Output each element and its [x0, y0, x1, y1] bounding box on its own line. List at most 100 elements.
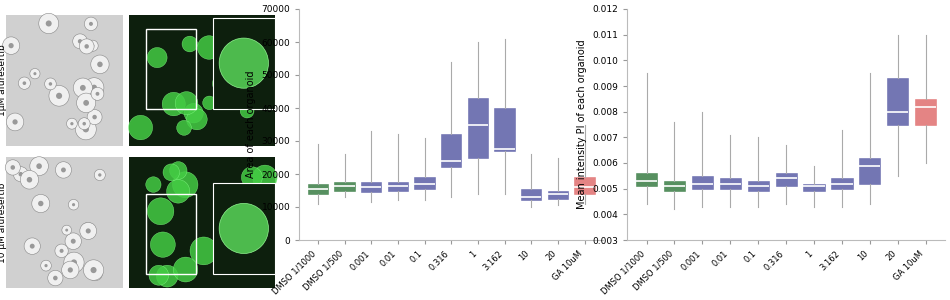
Circle shape [255, 215, 270, 230]
Circle shape [78, 39, 83, 43]
Circle shape [84, 100, 89, 106]
Circle shape [39, 13, 59, 34]
Bar [334, 182, 354, 190]
Circle shape [147, 198, 174, 225]
Circle shape [147, 47, 167, 68]
Circle shape [253, 165, 277, 190]
Circle shape [182, 36, 198, 52]
Circle shape [177, 120, 191, 135]
Circle shape [86, 227, 90, 231]
Circle shape [45, 264, 48, 267]
Circle shape [93, 271, 97, 275]
Circle shape [240, 104, 254, 118]
Circle shape [157, 265, 178, 287]
Bar [494, 108, 515, 151]
Circle shape [80, 222, 97, 239]
Circle shape [128, 115, 153, 140]
Bar [636, 173, 657, 186]
Circle shape [175, 92, 198, 115]
Circle shape [75, 118, 96, 140]
Bar [414, 177, 435, 189]
Circle shape [85, 44, 89, 49]
Circle shape [85, 17, 98, 31]
Y-axis label: Area of each organoid: Area of each organoid [246, 71, 256, 178]
Bar [388, 182, 408, 190]
Circle shape [213, 73, 235, 94]
Circle shape [61, 167, 66, 172]
Circle shape [67, 267, 73, 273]
Circle shape [55, 162, 71, 178]
Circle shape [79, 39, 94, 54]
Circle shape [83, 126, 89, 132]
Circle shape [68, 200, 79, 210]
Circle shape [48, 82, 52, 86]
Circle shape [71, 260, 77, 266]
Circle shape [241, 167, 262, 188]
Circle shape [91, 87, 104, 100]
Circle shape [190, 237, 218, 265]
Circle shape [163, 164, 180, 181]
Bar [213, 17, 275, 109]
Circle shape [173, 172, 198, 198]
Circle shape [83, 122, 86, 125]
Bar [308, 184, 328, 194]
Circle shape [45, 78, 56, 90]
Circle shape [23, 81, 27, 85]
Circle shape [96, 92, 100, 96]
Circle shape [73, 78, 92, 98]
Circle shape [71, 239, 76, 244]
Circle shape [91, 44, 94, 47]
Circle shape [46, 20, 51, 26]
Bar [129, 157, 275, 288]
Circle shape [198, 36, 220, 59]
Circle shape [48, 270, 63, 286]
Bar [522, 189, 542, 200]
Bar [6, 157, 124, 288]
Bar [887, 78, 908, 124]
Circle shape [166, 180, 190, 203]
Circle shape [84, 260, 104, 280]
Circle shape [38, 201, 44, 206]
Text: 1μM afuresertib: 1μM afuresertib [0, 44, 8, 116]
Circle shape [18, 77, 30, 89]
Circle shape [225, 54, 246, 76]
Circle shape [77, 93, 96, 112]
Bar [145, 29, 197, 109]
Circle shape [249, 21, 273, 45]
Circle shape [29, 68, 40, 79]
Circle shape [78, 118, 90, 130]
Bar [213, 183, 275, 274]
Bar [775, 173, 797, 186]
Circle shape [92, 115, 97, 119]
Bar [361, 182, 381, 192]
Bar [804, 184, 825, 191]
Circle shape [33, 72, 36, 75]
Circle shape [29, 157, 48, 175]
Circle shape [219, 203, 269, 254]
Circle shape [19, 172, 23, 176]
Bar [720, 178, 741, 189]
Circle shape [62, 261, 79, 279]
Circle shape [62, 225, 71, 235]
Circle shape [36, 163, 42, 169]
Circle shape [186, 109, 207, 130]
Circle shape [24, 238, 40, 254]
Circle shape [48, 85, 69, 106]
Circle shape [66, 118, 77, 129]
Circle shape [162, 92, 185, 116]
Bar [831, 178, 852, 189]
Circle shape [9, 43, 13, 48]
Text: 10 μM afuresertib: 10 μM afuresertib [0, 183, 8, 263]
Circle shape [29, 244, 34, 249]
Circle shape [31, 194, 49, 213]
Bar [575, 177, 595, 194]
Bar [467, 98, 488, 158]
Bar [859, 158, 881, 184]
Circle shape [149, 265, 168, 285]
Circle shape [53, 276, 58, 280]
Circle shape [202, 96, 216, 110]
Circle shape [60, 249, 64, 253]
Bar [664, 181, 685, 191]
Circle shape [13, 167, 28, 182]
Circle shape [98, 173, 102, 177]
